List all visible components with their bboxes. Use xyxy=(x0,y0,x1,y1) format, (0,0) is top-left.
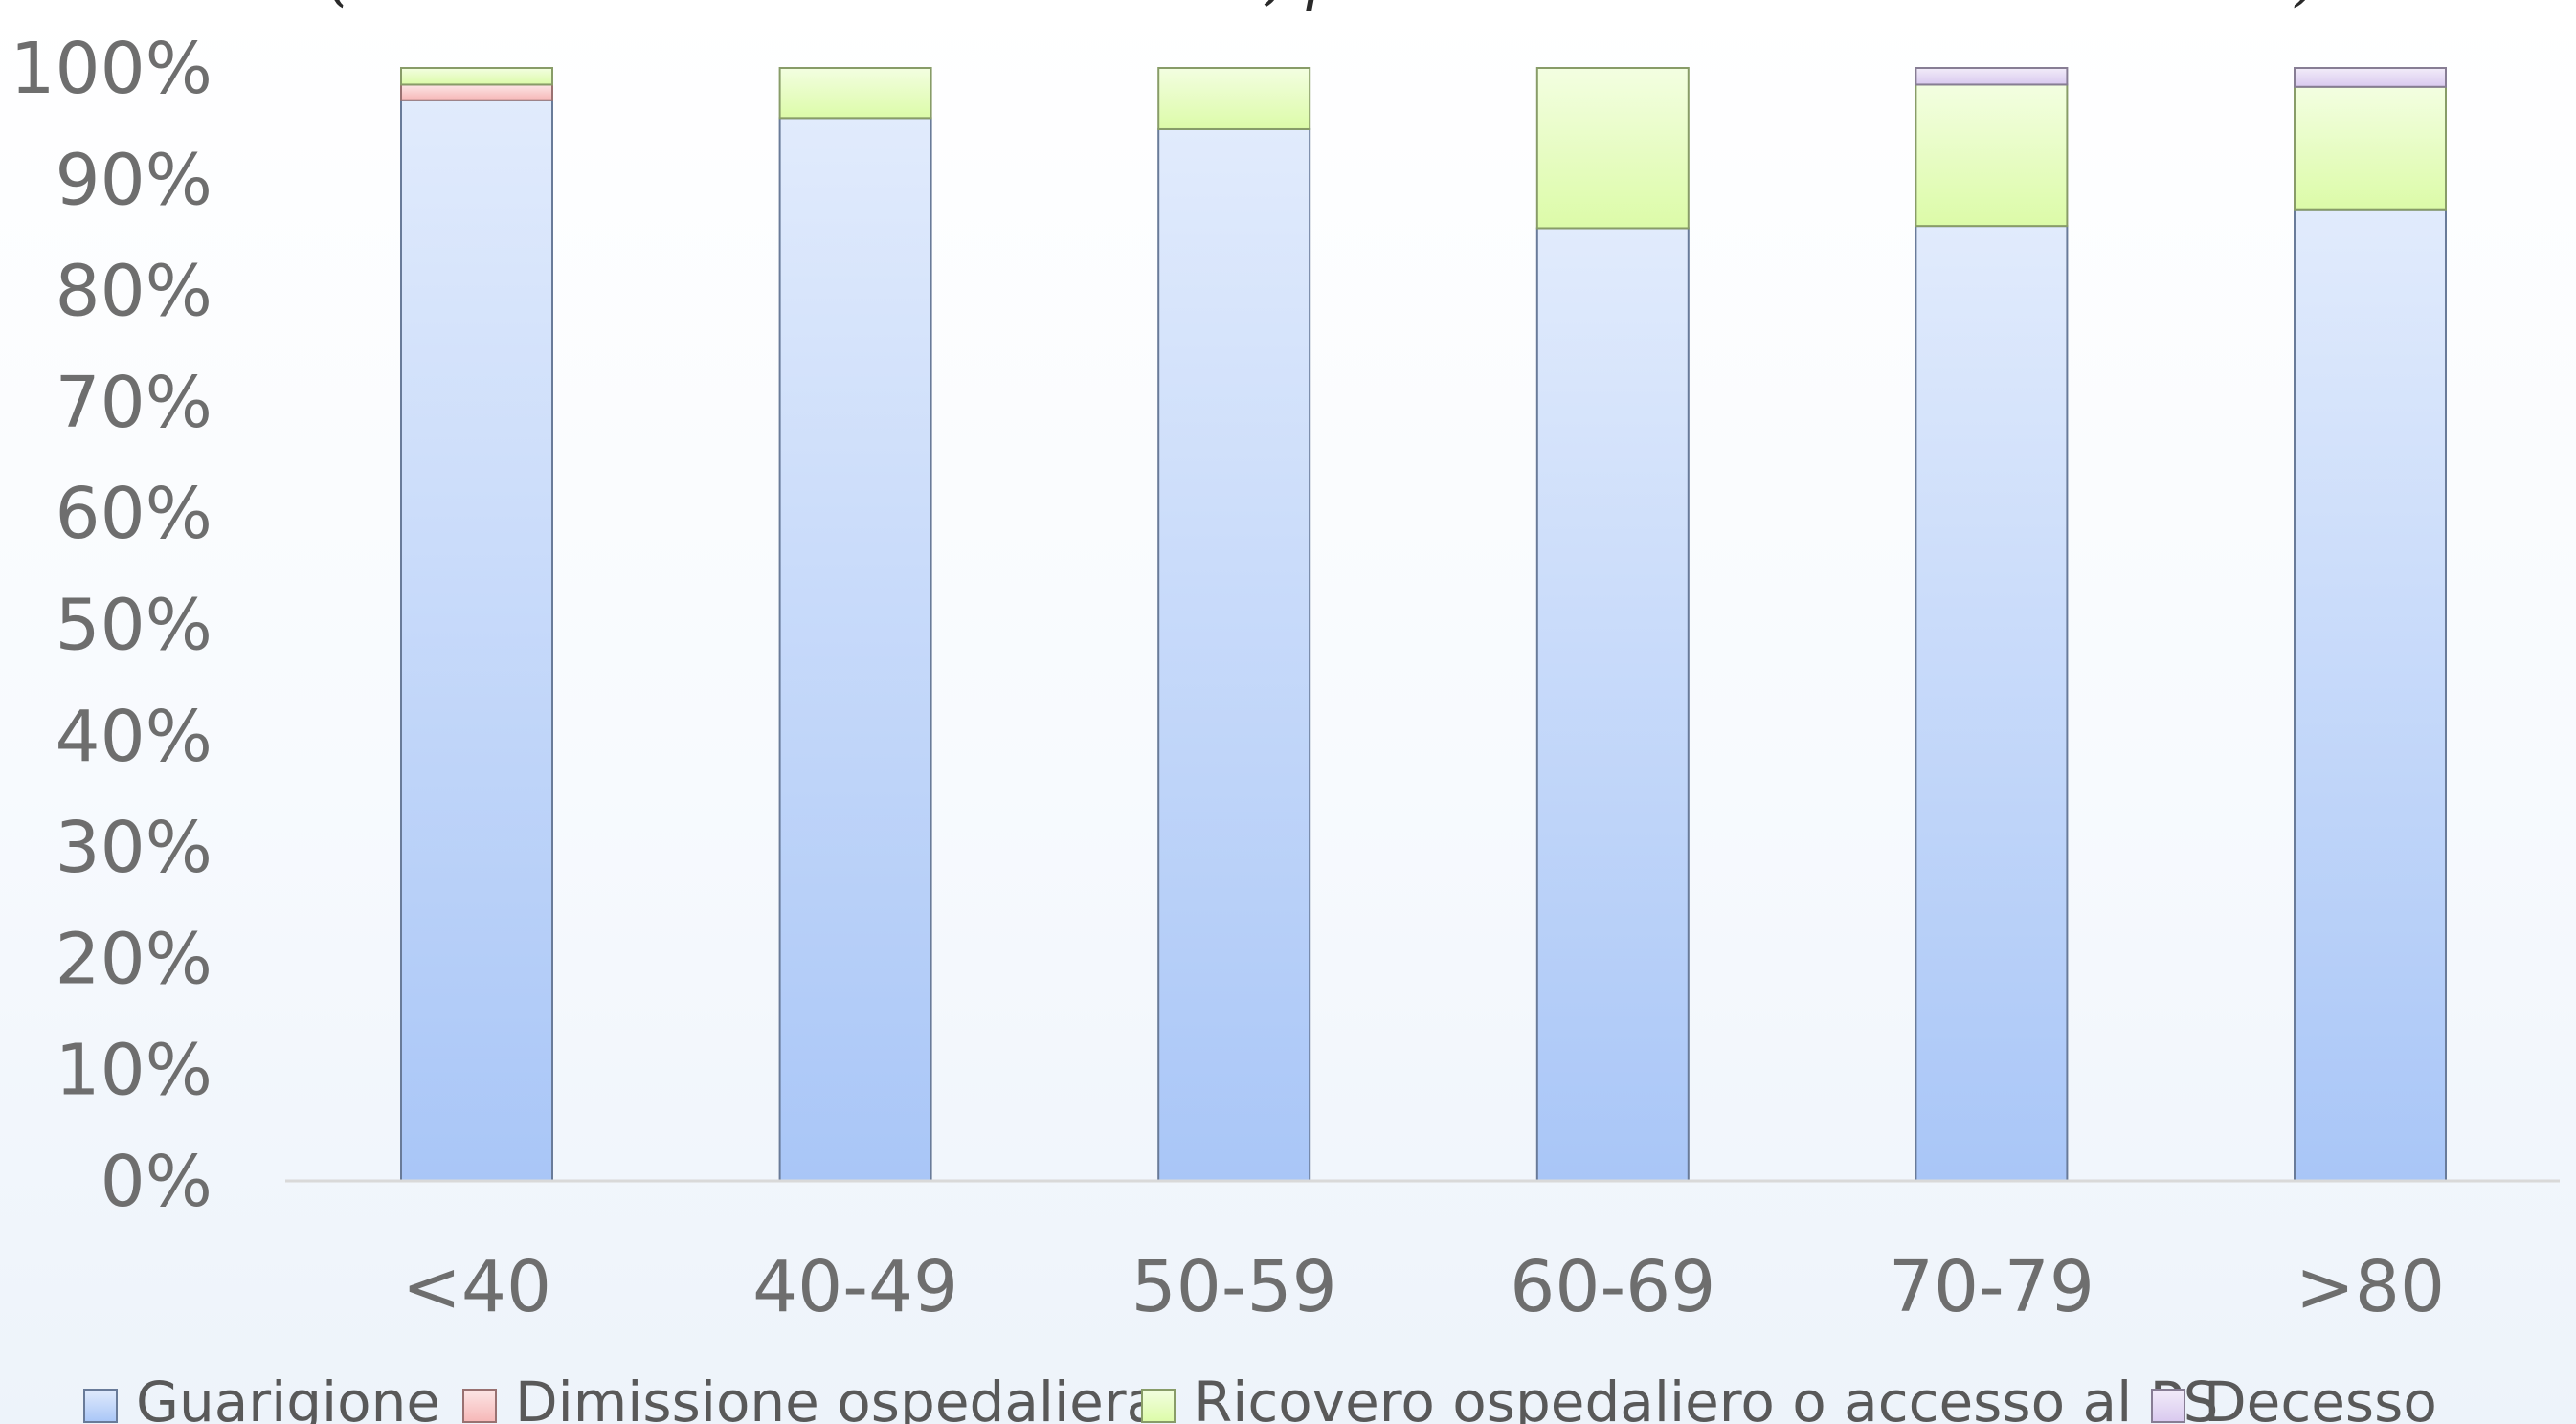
legend-label: Ricovero ospedaliero o accesso al PS xyxy=(1194,1369,2218,1424)
y-tick-label: 20% xyxy=(56,918,213,1000)
bar-segment xyxy=(778,67,932,120)
bar-segment xyxy=(400,83,553,101)
legend-swatch xyxy=(83,1389,118,1423)
legend-label: Decesso xyxy=(2204,1369,2437,1424)
bar-segment xyxy=(1535,227,1690,1183)
y-tick-label: 80% xyxy=(56,251,213,333)
legend-swatch xyxy=(1141,1389,1176,1423)
y-tick-label: 40% xyxy=(56,696,213,778)
bar-segment xyxy=(400,67,553,86)
x-tick-label: 70-79 xyxy=(1889,1246,2094,1328)
bar-segment xyxy=(1535,67,1690,230)
bar-segment xyxy=(1915,67,2069,86)
y-tick-label: 90% xyxy=(56,139,213,221)
x-tick-label: <40 xyxy=(402,1246,551,1328)
bar-area xyxy=(400,67,2447,1183)
legend-label: Dimissione ospedaliera xyxy=(515,1369,1160,1424)
bar-segment xyxy=(1157,127,1311,1183)
y-tick-label: 60% xyxy=(56,473,213,555)
x-tick-label: >80 xyxy=(2296,1246,2445,1328)
y-tick-label: 70% xyxy=(56,362,213,444)
x-tick-label: 50-59 xyxy=(1131,1246,1337,1328)
bar-segment xyxy=(2294,67,2447,88)
legend-label: Guarigione xyxy=(136,1369,440,1424)
y-tick-label: 10% xyxy=(56,1030,213,1112)
legend-swatch xyxy=(462,1389,497,1423)
legend-swatch xyxy=(2151,1389,2185,1423)
x-tick-label: 60-69 xyxy=(1510,1246,1715,1328)
bar-segment xyxy=(1915,83,2069,228)
y-tick-label: 100% xyxy=(10,28,213,110)
y-tick-label: 50% xyxy=(56,585,213,667)
x-axis: <40 40-49 50-59 60-69 70-79 >80 xyxy=(402,1246,2445,1328)
chart-subtitle: (schede chiuse al 04.10.2021, periodo ma… xyxy=(328,0,2320,13)
legend: Guarigione Dimissione ospedaliera Ricovero… xyxy=(83,1369,2437,1424)
y-axis: 0% 10% 20% 30% 40% 50% 60% 70% 80% 90% 100% xyxy=(10,28,213,1223)
bar-segment xyxy=(778,117,932,1183)
y-tick-label: 30% xyxy=(56,807,213,889)
bar-segment xyxy=(2294,85,2447,211)
x-tick-label: 40-49 xyxy=(752,1246,958,1328)
bar-segment xyxy=(1915,225,2069,1182)
y-tick-label: 0% xyxy=(101,1141,213,1223)
bar-segment xyxy=(2294,208,2447,1183)
bar-segment xyxy=(1157,67,1311,130)
bar-segment xyxy=(400,99,553,1182)
